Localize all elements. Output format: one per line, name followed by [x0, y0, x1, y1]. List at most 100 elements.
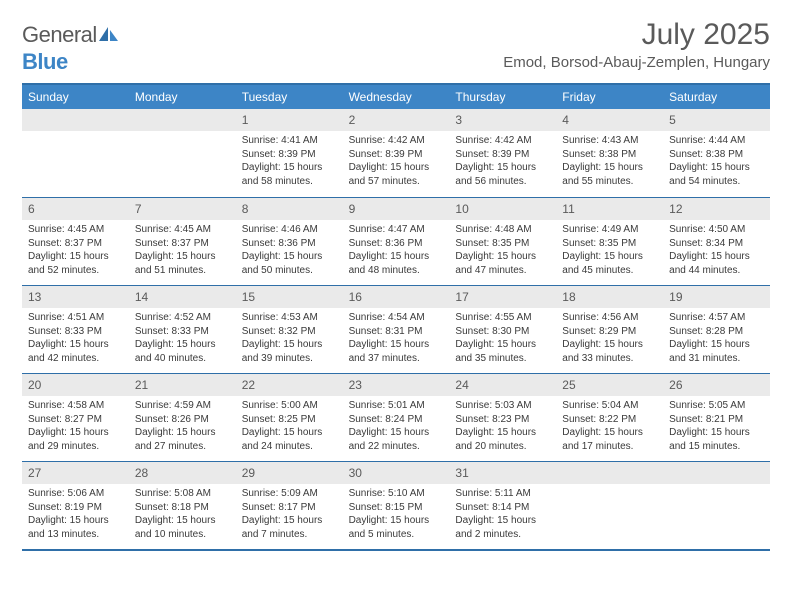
calendar-cell — [556, 461, 663, 549]
sunrise-text: Sunrise: 4:55 AM — [455, 311, 550, 325]
day-number: 23 — [343, 373, 450, 396]
calendar-cell: 19Sunrise: 4:57 AMSunset: 8:28 PMDayligh… — [663, 285, 770, 373]
calendar-cell: 20Sunrise: 4:58 AMSunset: 8:27 PMDayligh… — [22, 373, 129, 461]
sunrise-text: Sunrise: 4:47 AM — [349, 223, 444, 237]
sunrise-text: Sunrise: 5:04 AM — [562, 399, 657, 413]
sunrise-text: Sunrise: 5:01 AM — [349, 399, 444, 413]
sunrise-text: Sunrise: 5:05 AM — [669, 399, 764, 413]
calendar-cell: 13Sunrise: 4:51 AMSunset: 8:33 PMDayligh… — [22, 285, 129, 373]
day-number: 27 — [22, 461, 129, 484]
day-number: 19 — [663, 285, 770, 308]
sunset-text: Sunset: 8:39 PM — [242, 148, 337, 162]
day-number: 8 — [236, 197, 343, 220]
sunset-text: Sunset: 8:38 PM — [562, 148, 657, 162]
calendar-cell: 28Sunrise: 5:08 AMSunset: 8:18 PMDayligh… — [129, 461, 236, 549]
calendar-cell: 14Sunrise: 4:52 AMSunset: 8:33 PMDayligh… — [129, 285, 236, 373]
calendar-cell: 24Sunrise: 5:03 AMSunset: 8:23 PMDayligh… — [449, 373, 556, 461]
day-details: Sunrise: 4:48 AMSunset: 8:35 PMDaylight:… — [449, 220, 556, 281]
calendar-cell: 9Sunrise: 4:47 AMSunset: 8:36 PMDaylight… — [343, 197, 450, 285]
day-number: 15 — [236, 285, 343, 308]
calendar-cell: 4Sunrise: 4:43 AMSunset: 8:38 PMDaylight… — [556, 109, 663, 197]
daylight-text: Daylight: 15 hours and 56 minutes. — [455, 161, 550, 188]
daylight-text: Daylight: 15 hours and 20 minutes. — [455, 426, 550, 453]
day-number — [556, 461, 663, 484]
sunrise-text: Sunrise: 4:59 AM — [135, 399, 230, 413]
daylight-text: Daylight: 15 hours and 33 minutes. — [562, 338, 657, 365]
daylight-text: Daylight: 15 hours and 22 minutes. — [349, 426, 444, 453]
sunset-text: Sunset: 8:39 PM — [349, 148, 444, 162]
day-details: Sunrise: 5:03 AMSunset: 8:23 PMDaylight:… — [449, 396, 556, 457]
daylight-text: Daylight: 15 hours and 54 minutes. — [669, 161, 764, 188]
logo-text-general: General — [22, 22, 97, 47]
day-number: 16 — [343, 285, 450, 308]
day-header: Friday — [556, 85, 663, 109]
sunset-text: Sunset: 8:37 PM — [28, 237, 123, 251]
day-number — [129, 109, 236, 131]
daylight-text: Daylight: 15 hours and 48 minutes. — [349, 250, 444, 277]
day-header: Wednesday — [343, 85, 450, 109]
sunrise-text: Sunrise: 5:10 AM — [349, 487, 444, 501]
sunset-text: Sunset: 8:24 PM — [349, 413, 444, 427]
sunrise-text: Sunrise: 4:46 AM — [242, 223, 337, 237]
daylight-text: Daylight: 15 hours and 31 minutes. — [669, 338, 764, 365]
day-number: 13 — [22, 285, 129, 308]
daylight-text: Daylight: 15 hours and 39 minutes. — [242, 338, 337, 365]
sunset-text: Sunset: 8:37 PM — [135, 237, 230, 251]
day-details: Sunrise: 5:05 AMSunset: 8:21 PMDaylight:… — [663, 396, 770, 457]
calendar-cell — [129, 109, 236, 197]
brand-logo: General Blue — [22, 22, 119, 75]
day-details: Sunrise: 5:04 AMSunset: 8:22 PMDaylight:… — [556, 396, 663, 457]
location-label: Emod, Borsod-Abauj-Zemplen, Hungary — [503, 54, 770, 71]
day-number: 2 — [343, 109, 450, 131]
calendar-cell: 2Sunrise: 4:42 AMSunset: 8:39 PMDaylight… — [343, 109, 450, 197]
calendar-cell: 15Sunrise: 4:53 AMSunset: 8:32 PMDayligh… — [236, 285, 343, 373]
calendar-cell: 21Sunrise: 4:59 AMSunset: 8:26 PMDayligh… — [129, 373, 236, 461]
calendar-cell — [22, 109, 129, 197]
day-number: 12 — [663, 197, 770, 220]
day-details: Sunrise: 5:01 AMSunset: 8:24 PMDaylight:… — [343, 396, 450, 457]
day-details: Sunrise: 5:09 AMSunset: 8:17 PMDaylight:… — [236, 484, 343, 545]
sunset-text: Sunset: 8:30 PM — [455, 325, 550, 339]
sunset-text: Sunset: 8:27 PM — [28, 413, 123, 427]
day-details: Sunrise: 4:59 AMSunset: 8:26 PMDaylight:… — [129, 396, 236, 457]
calendar-grid: SundayMondayTuesdayWednesdayThursdayFrid… — [22, 83, 770, 551]
sunrise-text: Sunrise: 5:06 AM — [28, 487, 123, 501]
calendar-cell: 23Sunrise: 5:01 AMSunset: 8:24 PMDayligh… — [343, 373, 450, 461]
sunrise-text: Sunrise: 4:45 AM — [135, 223, 230, 237]
day-details: Sunrise: 5:00 AMSunset: 8:25 PMDaylight:… — [236, 396, 343, 457]
day-details: Sunrise: 5:10 AMSunset: 8:15 PMDaylight:… — [343, 484, 450, 545]
sunrise-text: Sunrise: 5:11 AM — [455, 487, 550, 501]
sunset-text: Sunset: 8:32 PM — [242, 325, 337, 339]
day-number: 25 — [556, 373, 663, 396]
daylight-text: Daylight: 15 hours and 37 minutes. — [349, 338, 444, 365]
sunset-text: Sunset: 8:38 PM — [669, 148, 764, 162]
sunrise-text: Sunrise: 4:42 AM — [455, 134, 550, 148]
day-header: Saturday — [663, 85, 770, 109]
sunset-text: Sunset: 8:14 PM — [455, 501, 550, 515]
sunrise-text: Sunrise: 4:51 AM — [28, 311, 123, 325]
daylight-text: Daylight: 15 hours and 40 minutes. — [135, 338, 230, 365]
day-number — [22, 109, 129, 131]
daylight-text: Daylight: 15 hours and 57 minutes. — [349, 161, 444, 188]
sunrise-text: Sunrise: 5:09 AM — [242, 487, 337, 501]
day-number: 24 — [449, 373, 556, 396]
day-details: Sunrise: 4:51 AMSunset: 8:33 PMDaylight:… — [22, 308, 129, 369]
sunset-text: Sunset: 8:31 PM — [349, 325, 444, 339]
daylight-text: Daylight: 15 hours and 17 minutes. — [562, 426, 657, 453]
day-number: 5 — [663, 109, 770, 131]
calendar-page: General Blue July 2025 Emod, Borsod-Abau… — [0, 0, 792, 561]
day-number: 11 — [556, 197, 663, 220]
daylight-text: Daylight: 15 hours and 29 minutes. — [28, 426, 123, 453]
day-details: Sunrise: 4:43 AMSunset: 8:38 PMDaylight:… — [556, 131, 663, 192]
sunset-text: Sunset: 8:34 PM — [669, 237, 764, 251]
month-title: July 2025 — [503, 18, 770, 52]
calendar-cell: 17Sunrise: 4:55 AMSunset: 8:30 PMDayligh… — [449, 285, 556, 373]
day-details: Sunrise: 4:55 AMSunset: 8:30 PMDaylight:… — [449, 308, 556, 369]
sunrise-text: Sunrise: 5:03 AM — [455, 399, 550, 413]
day-header: Sunday — [22, 85, 129, 109]
daylight-text: Daylight: 15 hours and 5 minutes. — [349, 514, 444, 541]
day-details: Sunrise: 4:47 AMSunset: 8:36 PMDaylight:… — [343, 220, 450, 281]
calendar-cell: 6Sunrise: 4:45 AMSunset: 8:37 PMDaylight… — [22, 197, 129, 285]
daylight-text: Daylight: 15 hours and 42 minutes. — [28, 338, 123, 365]
day-number: 21 — [129, 373, 236, 396]
